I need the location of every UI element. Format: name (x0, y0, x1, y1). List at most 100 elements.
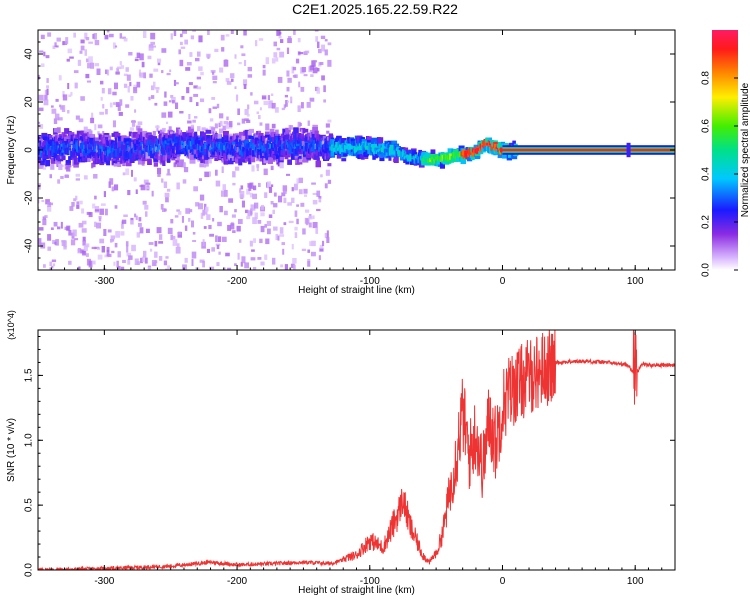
spectral-cell-faint (289, 125, 293, 130)
spectral-cell-faint (163, 260, 168, 266)
spectral-cell-faint (303, 188, 308, 194)
spectral-cell-faint (150, 95, 155, 99)
spectral-cell-faint (182, 30, 187, 34)
spectral-cell (223, 130, 229, 138)
spectral-cell-faint (166, 121, 169, 125)
spectral-cell (58, 137, 63, 141)
spectral-cell-faint (308, 222, 312, 228)
spectral-cell-faint (46, 78, 49, 83)
spectral-cell-faint (281, 107, 285, 111)
spectral-cell-faint (281, 192, 286, 197)
spectral-cell-faint (119, 61, 122, 66)
spectral-cell-faint (301, 248, 307, 252)
spectral-cell-faint (114, 242, 118, 248)
spectral-cell-faint (307, 261, 311, 267)
spectral-cell (430, 154, 436, 160)
spectral-cell-faint (244, 262, 249, 269)
spectral-cell (189, 157, 196, 164)
spectral-cell (112, 156, 116, 163)
spectral-cell-faint (120, 266, 125, 270)
spectral-cell-faint (295, 58, 300, 64)
spectral-cell-faint (271, 184, 274, 187)
spectral-cell-faint (170, 95, 174, 98)
spectral-cell (78, 155, 84, 162)
colorbar-tick-label: 0.2 (701, 215, 712, 229)
spectral-cell-faint (57, 117, 63, 121)
spectral-cell-faint (265, 123, 270, 131)
spectral-cell-faint (136, 52, 141, 58)
spectral-cell-faint (125, 168, 130, 176)
spectral-cell-faint (254, 202, 259, 209)
spectral-cell-faint (83, 126, 88, 134)
spectral-cell-faint (74, 82, 78, 89)
spectral-cell-faint (323, 85, 326, 93)
spectral-cell (167, 157, 171, 163)
spectral-cell-faint (146, 186, 150, 189)
spectral-cell-faint (155, 125, 160, 129)
spectral-cell-faint (294, 210, 298, 217)
spectral-cell-faint (312, 67, 318, 74)
spectral-cell-faint (117, 251, 121, 258)
spectral-cell-faint (86, 58, 89, 63)
spectral-cell-faint (76, 204, 80, 209)
spectral-cell-faint (315, 36, 319, 42)
spectral-cell-faint (252, 217, 257, 224)
spectral-cell-faint (283, 222, 287, 226)
spectral-cell-faint (222, 125, 227, 131)
spectral-cell (135, 134, 141, 140)
spectral-cell-faint (153, 81, 156, 89)
spectral-cell-faint (134, 59, 139, 62)
y-tick-label: 1.0 (24, 433, 35, 447)
spectral-cell-faint (97, 131, 100, 135)
spectral-cell (167, 154, 173, 159)
spectral-cell (183, 135, 189, 142)
spectral-cell-faint (93, 33, 97, 40)
spectral-cell-faint (280, 264, 284, 268)
spectral-cell-faint (178, 49, 181, 55)
spectral-cell-faint (63, 240, 67, 248)
spectral-cell-faint (123, 38, 128, 42)
spectral-cell-faint (212, 106, 218, 109)
spectral-cell-faint (260, 225, 265, 233)
spectral-cell-faint (313, 60, 318, 63)
spectral-cell-faint (237, 252, 240, 260)
spectral-cell-faint (320, 174, 323, 178)
spectral-cell-faint (50, 227, 54, 230)
spectral-cell-faint (283, 188, 287, 194)
spectral-cell-faint (67, 48, 73, 54)
spectral-cell-faint (104, 34, 109, 40)
spectral-cell-faint (182, 264, 187, 270)
spectral-cell-faint (54, 128, 58, 133)
spectral-cell-faint (83, 175, 88, 180)
spectral-cell-faint (184, 225, 188, 231)
spectral-cell-faint (223, 59, 229, 67)
spectral-cell (292, 131, 297, 138)
spectral-cell-faint (198, 35, 203, 43)
spectral-cell-faint (56, 37, 61, 42)
spectral-cell-faint (109, 178, 114, 185)
spectral-cell-faint (175, 102, 179, 109)
spectral-cell (177, 150, 183, 154)
spectral-cell (279, 161, 284, 169)
spectral-cell-faint (179, 111, 184, 114)
spectral-cell-faint (297, 121, 301, 128)
spectral-cell (374, 144, 380, 148)
spectral-cell-faint (121, 224, 124, 229)
spectral-cell-faint (293, 30, 296, 35)
spectral-cell-faint (234, 86, 237, 89)
spectral-cell-faint (292, 66, 297, 71)
spectral-cell-faint (123, 73, 128, 76)
spectral-cell-faint (55, 45, 59, 48)
spectral-cell (337, 135, 341, 142)
spectral-cell-faint (67, 83, 70, 90)
spectral-cell-faint (275, 129, 279, 136)
spectral-cell-faint (287, 100, 290, 103)
spectral-cell-faint (148, 45, 154, 51)
spectral-cell-faint (250, 92, 253, 96)
spectral-cell-faint (231, 214, 236, 218)
spectral-cell-faint (49, 174, 52, 179)
spectral-cell-faint (321, 75, 325, 81)
spectral-cell-faint (94, 195, 97, 200)
spectral-cell-faint (60, 165, 64, 168)
spectral-cell-faint (190, 35, 195, 40)
